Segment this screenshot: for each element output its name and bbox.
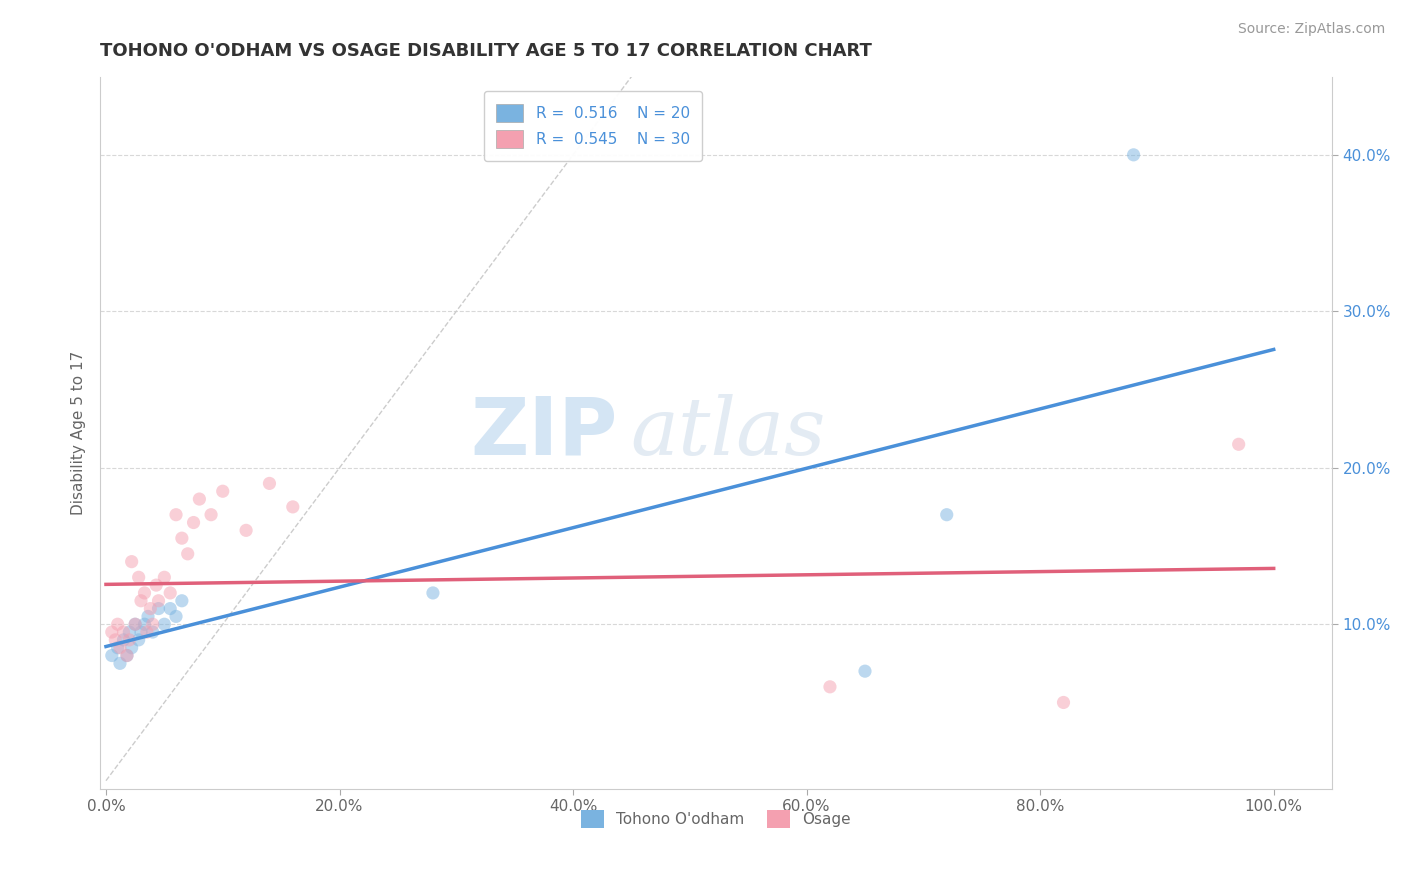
Point [115, 648, 138, 663]
Point [128, 632, 150, 647]
Point [118, 632, 141, 647]
Point [121, 640, 143, 655]
Point [142, 617, 165, 632]
Point [259, 476, 281, 491]
Point [188, 491, 211, 506]
Point [101, 648, 124, 663]
Point [211, 484, 233, 499]
Text: Source: ZipAtlas.com: Source: ZipAtlas.com [1237, 22, 1385, 37]
Point [165, 609, 187, 624]
Point [118, 625, 141, 640]
Point [177, 547, 200, 561]
Legend: Tohono O'odham, Osage: Tohono O'odham, Osage [575, 804, 858, 834]
Point [153, 570, 176, 584]
Point [112, 632, 135, 647]
Point [101, 625, 124, 640]
Point [148, 594, 170, 608]
Point [422, 586, 444, 600]
Point [121, 555, 143, 569]
Text: atlas: atlas [630, 393, 825, 471]
Point [183, 516, 205, 530]
Point [134, 586, 156, 600]
Point [200, 508, 222, 522]
Point [124, 617, 146, 632]
Point [112, 625, 135, 640]
Point [853, 664, 876, 678]
Y-axis label: Disability Age 5 to 17: Disability Age 5 to 17 [72, 351, 86, 515]
Point [142, 625, 165, 640]
Point [159, 601, 181, 615]
Point [129, 625, 152, 640]
Point [107, 617, 129, 632]
Point [1227, 437, 1250, 451]
Point [134, 617, 156, 632]
Point [104, 632, 127, 647]
Point [107, 640, 129, 655]
Point [165, 508, 187, 522]
Point [129, 594, 152, 608]
Point [1052, 696, 1074, 710]
Point [135, 625, 157, 640]
Point [281, 500, 304, 514]
Point [170, 594, 193, 608]
Point [124, 617, 146, 632]
Point [153, 617, 176, 632]
Point [818, 680, 841, 694]
Point [108, 640, 131, 655]
Point [148, 601, 170, 615]
Point [1122, 148, 1144, 162]
Point [108, 657, 131, 671]
Point [170, 531, 193, 545]
Point [115, 648, 138, 663]
Point [128, 570, 150, 584]
Point [139, 601, 162, 615]
Point [935, 508, 957, 522]
Point [136, 609, 159, 624]
Point [159, 586, 181, 600]
Text: ZIP: ZIP [470, 393, 617, 472]
Point [145, 578, 167, 592]
Text: TOHONO O'ODHAM VS OSAGE DISABILITY AGE 5 TO 17 CORRELATION CHART: TOHONO O'ODHAM VS OSAGE DISABILITY AGE 5… [100, 42, 872, 60]
Point [235, 524, 257, 538]
